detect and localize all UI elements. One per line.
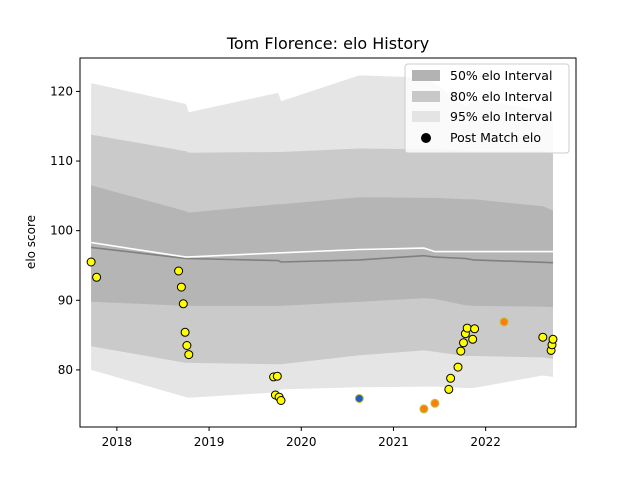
post-match-point xyxy=(86,257,96,267)
legend-label-80: 80% elo Interval xyxy=(450,89,552,104)
post-match-point xyxy=(184,350,194,360)
plot-frame xyxy=(79,57,577,428)
post-match-point xyxy=(470,324,480,334)
elo-lines xyxy=(90,241,554,264)
post-match-point xyxy=(92,272,102,282)
post-match-point xyxy=(174,266,184,276)
post-match-point xyxy=(180,327,190,337)
post-match-point xyxy=(459,338,468,348)
plot-area xyxy=(86,75,558,414)
post-match-point xyxy=(453,362,463,372)
y-tick-label: 110 xyxy=(50,154,73,168)
legend-label-50: 50% elo Interval xyxy=(450,68,552,83)
x-tick-label: 2020 xyxy=(286,435,317,449)
legend-label-95: 95% elo Interval xyxy=(450,109,552,124)
legend-label-post-match: Post Match elo xyxy=(450,130,541,145)
band-50 xyxy=(91,185,553,308)
post-match-point xyxy=(468,334,478,344)
post-match-point xyxy=(276,396,286,405)
y-tick-label: 80 xyxy=(58,363,73,377)
post-match-point xyxy=(548,334,558,344)
legend-swatch-95 xyxy=(412,111,440,122)
x-tick-label: 2019 xyxy=(194,435,225,449)
post-match-point xyxy=(446,373,456,383)
post-match-point xyxy=(419,404,429,414)
mean-elo-line xyxy=(90,241,553,258)
x-tick-label: 2022 xyxy=(470,435,501,449)
legend: 50% elo Interval 80% elo Interval 95% el… xyxy=(404,63,570,154)
post-match-point xyxy=(272,371,282,381)
x-axis: 2018 2019 2020 2021 2022 xyxy=(102,427,501,449)
post-match-point xyxy=(444,384,454,394)
legend-frame xyxy=(404,63,570,154)
post-match-point xyxy=(178,299,188,309)
post-match-point xyxy=(430,398,440,408)
chart-title: Tom Florence: elo History xyxy=(226,34,429,53)
y-tick-label: 120 xyxy=(50,84,73,98)
y-axis: 80 90 100 110 120 xyxy=(50,84,80,377)
x-tick-label: 2018 xyxy=(102,435,133,449)
post-match-point xyxy=(456,346,466,356)
post-match-point xyxy=(176,282,186,292)
post-match-point xyxy=(538,332,548,342)
x-tick-label: 2021 xyxy=(378,435,409,449)
post-match-point xyxy=(462,323,472,333)
y-tick-label: 100 xyxy=(50,224,73,238)
y-axis-label: elo score xyxy=(24,215,38,269)
legend-swatch-50 xyxy=(412,70,440,81)
legend-swatch-80 xyxy=(412,91,440,102)
y-tick-label: 90 xyxy=(58,293,73,307)
interval-bands xyxy=(91,75,553,398)
post-match-point xyxy=(354,394,364,403)
legend-marker-post-match xyxy=(421,133,431,143)
median-elo-line xyxy=(91,246,554,264)
post-match-point xyxy=(499,317,509,327)
post-match-point xyxy=(182,341,192,350)
post-match-points xyxy=(86,257,558,414)
